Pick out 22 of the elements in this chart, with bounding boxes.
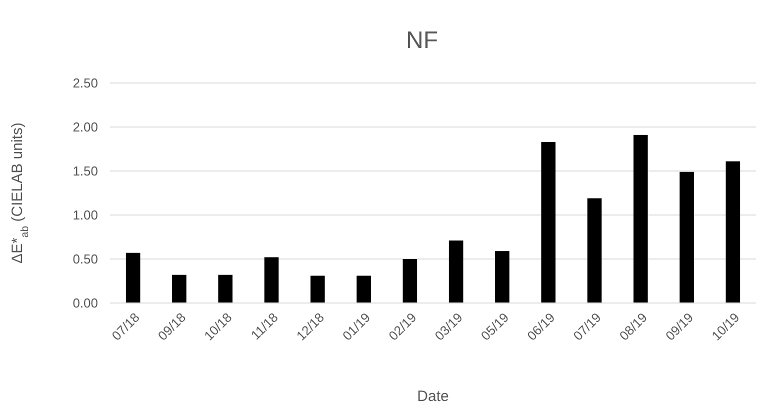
bar — [495, 251, 510, 303]
bar — [264, 257, 279, 303]
bar — [448, 240, 464, 303]
bar — [126, 252, 140, 303]
chart-title: NF — [406, 27, 438, 54]
y-tick-label: 0.00 — [72, 296, 98, 311]
bar — [633, 134, 648, 303]
bar — [726, 161, 740, 303]
bar — [310, 276, 325, 303]
y-tick-label: 1.50 — [72, 164, 98, 179]
x-axis-title: Date — [417, 388, 449, 405]
y-tick-label: 2.00 — [72, 120, 98, 135]
bar — [587, 198, 602, 303]
bar — [356, 276, 371, 303]
bar — [218, 274, 233, 303]
bar — [172, 274, 186, 303]
y-tick-label: 1.00 — [72, 208, 98, 223]
bar — [402, 259, 418, 303]
y-tick-label: 2.50 — [72, 76, 98, 91]
bar — [680, 172, 694, 303]
bar — [541, 142, 556, 303]
y-tick-label: 0.50 — [72, 252, 98, 267]
